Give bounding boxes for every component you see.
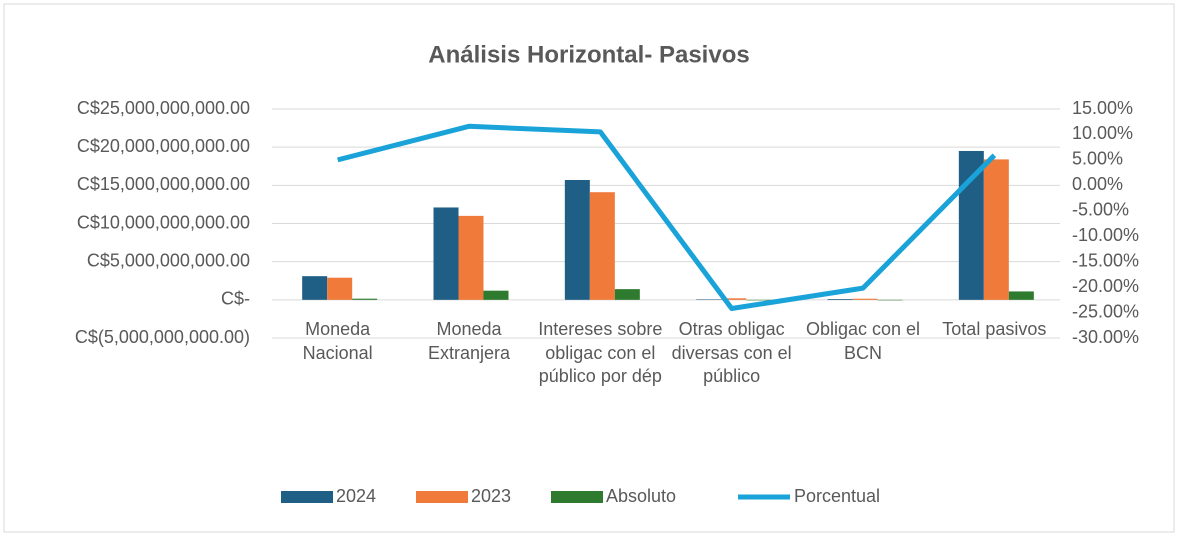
y-tick-label: C$25,000,000,000.00 (77, 98, 250, 118)
line (337, 123, 997, 311)
x-tick-label: Otras obligac diversas con el público (671, 319, 792, 386)
y-tick-label: C$(5,000,000,000.00) (75, 327, 250, 347)
bar (352, 298, 378, 300)
y2-tick-label: -30.00% (1072, 327, 1139, 347)
legend-label: 2024 (336, 486, 376, 506)
bar (614, 289, 640, 300)
chart-title: Análisis Horizontal- Pasivos (428, 41, 749, 68)
bar (327, 277, 353, 300)
legend-swatch (416, 491, 468, 503)
legend-swatch (551, 491, 603, 503)
y2-tick-label: -15.00% (1072, 250, 1139, 270)
y2-tick-label: 10.00% (1072, 123, 1133, 143)
legend-swatch (281, 491, 333, 503)
y2-tick-label: 15.00% (1072, 98, 1133, 118)
bar (564, 179, 590, 300)
x-tick-label: Moneda Nacional (302, 319, 373, 363)
bar (983, 159, 1009, 300)
bar (958, 150, 984, 300)
bar (589, 192, 615, 300)
bar (721, 298, 747, 300)
legend-label: Absoluto (606, 486, 676, 506)
x-tick-label: Total pasivos (942, 319, 1047, 339)
bar (746, 299, 772, 301)
bar (458, 215, 484, 300)
y2-tick-label: -20.00% (1072, 276, 1139, 296)
bar (433, 207, 459, 300)
x-tick-label: Moneda Extranjera (427, 319, 511, 363)
y2-tick-label: 5.00% (1072, 149, 1123, 169)
legend-label: 2023 (471, 486, 511, 506)
x-tick-label: Obligac con el BCN (805, 319, 921, 363)
y2-tick-label: -10.00% (1072, 225, 1139, 245)
y-tick-label: C$- (221, 289, 250, 309)
bar (852, 298, 878, 300)
y-tick-label: C$20,000,000,000.00 (77, 136, 250, 156)
y-tick-label: C$15,000,000,000.00 (77, 174, 250, 194)
bar (483, 290, 509, 300)
bar (827, 299, 853, 300)
bar (696, 299, 722, 300)
y-tick-label: C$10,000,000,000.00 (77, 212, 250, 232)
x-tick-label: Intereses sobre obligac con el público p… (538, 319, 663, 386)
y2-tick-label: -5.00% (1072, 200, 1129, 220)
y2-tick-label: -25.00% (1072, 301, 1139, 321)
legend-label: Porcentual (794, 486, 880, 506)
bar (877, 299, 903, 301)
y2-tick-label: 0.00% (1072, 174, 1123, 194)
bar (302, 276, 328, 300)
y-tick-label: C$5,000,000,000.00 (87, 250, 250, 270)
bar (1008, 291, 1034, 300)
